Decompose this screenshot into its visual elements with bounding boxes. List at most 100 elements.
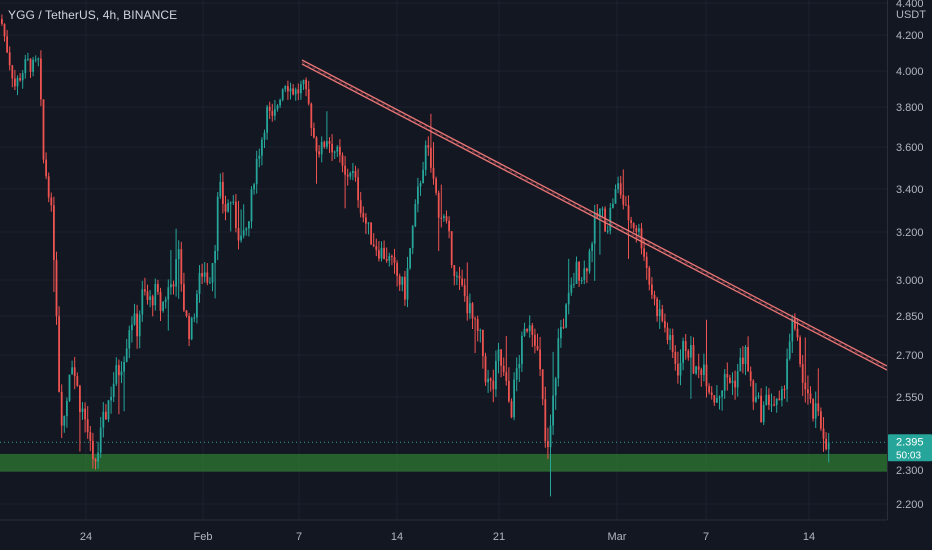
candle-body[interactable] [677,363,679,376]
candle-body[interactable] [721,390,723,397]
candle-body[interactable] [523,328,526,336]
candle-body[interactable] [42,99,45,160]
candle-body[interactable] [292,88,294,95]
candle-body[interactable] [510,401,513,418]
candle-body[interactable] [305,79,307,90]
candle-body[interactable] [89,432,92,441]
candle-body[interactable] [151,296,154,306]
candle-body[interactable] [21,73,24,81]
candle-body[interactable] [209,282,211,284]
candle-body[interactable] [749,371,752,381]
candle-body[interactable] [263,132,266,140]
candle-body[interactable] [450,231,453,266]
candle-body[interactable] [705,364,708,387]
candle-body[interactable] [578,261,580,281]
candle-body[interactable] [372,244,375,247]
candle-body[interactable] [281,89,284,100]
candle-body[interactable] [788,341,791,359]
candle-body[interactable] [502,365,505,373]
candle-body[interactable] [167,287,170,300]
candle-body[interactable] [666,327,669,340]
candle-body[interactable] [609,207,612,231]
candle-body[interactable] [435,178,437,193]
candle-body[interactable] [466,296,469,314]
candle-body[interactable] [242,230,245,236]
candle-body[interactable] [326,141,328,147]
candle-body[interactable] [692,345,695,374]
candle-body[interactable] [747,346,749,372]
candle-body[interactable] [185,310,188,317]
candle-body[interactable] [177,249,180,260]
candle-body[interactable] [385,259,388,261]
candle-body[interactable] [66,400,68,417]
candle-body[interactable] [193,317,196,319]
candle-body[interactable] [445,216,448,221]
candle-body[interactable] [125,348,128,362]
candle-body[interactable] [105,411,107,420]
candle-body[interactable] [138,314,141,337]
candle-body[interactable] [32,59,34,72]
candle-body[interactable] [755,396,757,402]
candle-body[interactable] [279,99,281,106]
candle-body[interactable] [820,411,822,429]
candle-body[interactable] [549,425,552,448]
candle-body[interactable] [661,309,664,321]
candle-body[interactable] [84,408,86,420]
candle-body[interactable] [567,292,570,305]
candle-body[interactable] [76,376,79,386]
candle-body[interactable] [482,329,484,356]
candle-body[interactable] [203,272,206,277]
candle-body[interactable] [362,213,365,218]
candle-body[interactable] [484,355,487,383]
candle-body[interactable] [734,380,736,388]
candle-body[interactable] [222,181,224,205]
candle-body[interactable] [216,196,219,251]
candle-body[interactable] [393,257,396,263]
candle-body[interactable] [180,249,183,285]
candle-body[interactable] [289,88,292,92]
candle-body[interactable] [144,289,146,292]
candle-body[interactable] [614,189,617,204]
candle-body[interactable] [422,169,424,184]
candle-body[interactable] [476,319,479,331]
candle-body[interactable] [58,316,60,392]
candle-body[interactable] [495,360,497,390]
candle-body[interactable] [237,228,240,241]
candle-body[interactable] [424,145,427,170]
candle-body[interactable] [500,349,502,366]
candle-body[interactable] [625,204,627,206]
candle-body[interactable] [133,313,136,325]
candle-body[interactable] [53,205,55,261]
candle-body[interactable] [682,341,684,363]
candle-body[interactable] [807,389,809,394]
candle-body[interactable] [123,361,125,372]
candle-body[interactable] [432,167,435,179]
candle-body[interactable] [336,146,339,152]
candle-body[interactable] [229,202,232,204]
candle-body[interactable] [768,394,770,405]
candle-body[interactable] [172,284,175,287]
candle-body[interactable] [526,328,528,332]
candle-body[interactable] [141,289,144,315]
candle-body[interactable] [658,309,661,317]
candle-body[interactable] [159,292,162,311]
candle-body[interactable] [736,371,739,388]
candle-body[interactable] [606,230,609,232]
candle-body[interactable] [128,330,131,349]
candle-body[interactable] [190,317,193,340]
candle-body[interactable] [440,217,443,219]
candle-body[interactable] [409,248,411,269]
candle-body[interactable] [448,220,450,232]
candle-body[interactable] [276,105,279,110]
candle-body[interactable] [1,19,3,24]
candle-body[interactable] [27,58,29,60]
candle-body[interactable] [391,255,393,258]
time-axis[interactable]: 24 Feb 7 14 21 Mar 7 14 [0,519,887,543]
candle-body[interactable] [489,378,492,381]
candle-body[interactable] [284,86,287,90]
candle-body[interactable] [539,349,541,370]
candle-body[interactable] [97,452,99,462]
candle-body[interactable] [796,328,799,338]
candle-body[interactable] [554,378,557,396]
